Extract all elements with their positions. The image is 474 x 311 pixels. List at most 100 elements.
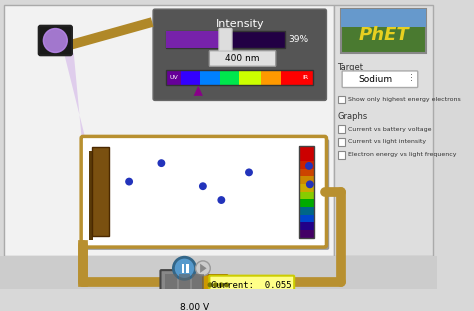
FancyBboxPatch shape [219, 29, 232, 51]
Text: PhET: PhET [358, 26, 409, 44]
Bar [188, 70, 191, 85]
Bar [256, 70, 259, 85]
Bar [273, 70, 276, 85]
Bar [337, 125, 345, 133]
Bar [308, 70, 310, 85]
Bar [220, 70, 223, 85]
Bar [301, 70, 303, 85]
Text: Current vs light intensity: Current vs light intensity [347, 139, 426, 144]
Bar [165, 274, 177, 296]
Bar [208, 70, 210, 85]
FancyBboxPatch shape [81, 137, 327, 247]
Bar [341, 9, 426, 27]
Text: ⁝: ⁝ [410, 74, 413, 84]
Circle shape [208, 283, 212, 287]
Text: Graphs: Graphs [337, 113, 368, 121]
Bar [299, 230, 313, 238]
Bar [269, 70, 272, 85]
Circle shape [195, 261, 210, 276]
Bar [183, 70, 186, 85]
Polygon shape [194, 86, 203, 96]
Circle shape [218, 197, 225, 203]
Bar [299, 176, 313, 184]
Bar [299, 161, 313, 169]
Bar [200, 70, 203, 85]
Bar [237, 70, 240, 85]
Bar [293, 70, 296, 85]
Bar [171, 70, 174, 85]
Text: Intensity: Intensity [216, 19, 264, 29]
Bar [4, 6, 334, 256]
Circle shape [306, 163, 312, 169]
Text: Current vs battery voltage: Current vs battery voltage [347, 127, 431, 132]
Bar [305, 70, 308, 85]
Bar [341, 9, 426, 53]
Bar [191, 70, 193, 85]
Bar [246, 70, 249, 85]
Bar [89, 151, 93, 240]
Bar [205, 70, 208, 85]
Bar [299, 192, 313, 200]
Circle shape [225, 283, 228, 287]
Bar [92, 147, 109, 236]
Bar [198, 70, 201, 85]
FancyBboxPatch shape [161, 270, 205, 299]
Bar [193, 70, 196, 85]
Polygon shape [61, 40, 88, 203]
Bar [249, 70, 252, 85]
Bar [264, 70, 267, 85]
Bar [166, 70, 313, 85]
Bar [173, 70, 176, 85]
Bar [299, 207, 313, 215]
Bar [232, 70, 235, 85]
Text: 39%: 39% [289, 35, 309, 44]
Bar [166, 31, 226, 48]
Bar [229, 70, 232, 85]
Bar [210, 70, 213, 85]
Bar [337, 151, 345, 159]
Bar [299, 146, 313, 154]
Circle shape [307, 181, 313, 188]
Bar [227, 70, 230, 85]
Polygon shape [200, 264, 207, 273]
Text: Sodium: Sodium [358, 75, 392, 84]
Bar [334, 6, 433, 256]
Bar [299, 169, 313, 177]
Circle shape [214, 283, 218, 287]
Bar [235, 70, 237, 85]
Circle shape [200, 183, 206, 189]
Circle shape [126, 179, 132, 185]
Bar [286, 70, 289, 85]
Text: Target: Target [337, 63, 364, 72]
Bar [299, 184, 313, 192]
Bar [217, 70, 220, 85]
Text: UV: UV [170, 75, 178, 80]
Bar [252, 70, 255, 85]
FancyBboxPatch shape [210, 276, 294, 296]
Bar [261, 70, 264, 85]
Bar [195, 70, 198, 85]
Bar [225, 70, 228, 85]
Text: IR: IR [303, 75, 309, 80]
Bar [242, 70, 245, 85]
Bar [254, 70, 257, 85]
Bar [283, 70, 286, 85]
Bar [215, 70, 218, 85]
Bar [203, 70, 206, 85]
FancyBboxPatch shape [342, 71, 418, 87]
Bar [239, 70, 242, 85]
Bar [181, 70, 183, 85]
Bar [337, 96, 345, 103]
Bar [166, 70, 169, 85]
Text: 400 nm: 400 nm [225, 54, 260, 63]
Bar [179, 274, 190, 296]
Circle shape [219, 283, 223, 287]
Bar [185, 70, 189, 85]
Circle shape [173, 257, 195, 279]
Bar [310, 70, 313, 85]
Bar [0, 256, 437, 289]
Bar [303, 70, 306, 85]
Bar [278, 70, 281, 85]
Bar [299, 146, 313, 238]
Bar [168, 70, 171, 85]
